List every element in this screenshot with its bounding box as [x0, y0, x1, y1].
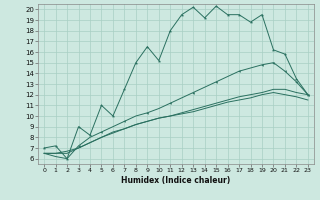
X-axis label: Humidex (Indice chaleur): Humidex (Indice chaleur)	[121, 176, 231, 185]
